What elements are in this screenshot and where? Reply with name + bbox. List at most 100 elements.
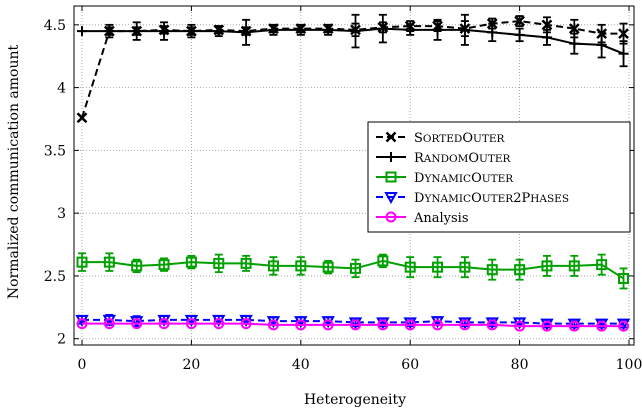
data-point [213, 26, 224, 37]
legend-label-cap: D [414, 191, 424, 206]
legend-label-cap: Analysis [413, 211, 469, 226]
legend-marker [385, 131, 397, 143]
data-point [568, 320, 580, 332]
series-line [82, 318, 624, 325]
data-point [459, 24, 470, 35]
data-point [350, 319, 361, 331]
data-point [405, 24, 416, 35]
legend-label-smallcaps: YNAMIC [423, 173, 471, 185]
marker-stroke [514, 15, 525, 27]
data-point [159, 26, 170, 37]
data-point [131, 26, 142, 37]
data-point [432, 319, 444, 331]
legend-entry: SORTEDOUTER [376, 131, 506, 146]
legend-box [367, 121, 631, 233]
legend-label-cap: R [414, 151, 425, 166]
data-point [618, 48, 629, 59]
data-point [485, 317, 499, 330]
data-point [76, 256, 88, 268]
legend-entry: RANDOMOUTER [376, 151, 512, 166]
data-point [295, 319, 307, 331]
data-point [618, 320, 630, 332]
x-tick-label: 40 [292, 357, 310, 373]
legend-label: DYNAMICOUTER2PHASES [414, 191, 569, 206]
data-point [514, 15, 525, 27]
marker-stroke [568, 23, 580, 34]
data-point [377, 319, 389, 331]
data-point [158, 318, 170, 330]
data-point [213, 318, 225, 330]
data-point [103, 256, 115, 268]
legend-entry: DYNAMICOUTER2PHASES [376, 191, 569, 206]
marker-stroke [385, 131, 397, 143]
y-tick-label: 4.5 [44, 18, 66, 34]
legend-label-smallcaps: UTER [473, 133, 506, 145]
marker-stroke [618, 28, 629, 40]
legend-label-smallcaps: YNAMIC [423, 193, 471, 205]
data-point [618, 272, 630, 284]
plot-frame [73, 5, 635, 346]
legend-label-cap: O [471, 171, 482, 186]
data-point [541, 32, 552, 43]
data-point [540, 318, 554, 331]
legend-marker [385, 171, 397, 183]
data-point [267, 260, 279, 272]
data-point [185, 256, 197, 268]
x-tick-label: 20 [182, 357, 200, 373]
series-RandomOuter [77, 13, 629, 68]
data-point [514, 320, 526, 332]
data-point [596, 39, 607, 50]
data-point [568, 260, 580, 272]
data-point [131, 260, 143, 272]
data-point [213, 257, 225, 269]
data-point [104, 26, 115, 37]
legend-label-cap: O [471, 191, 482, 206]
legend-marker [386, 152, 396, 162]
data-point [295, 260, 307, 272]
data-point [348, 317, 363, 330]
data-point [377, 255, 389, 267]
data-point [322, 261, 334, 273]
data-point [567, 318, 581, 331]
marker-stroke [541, 19, 553, 31]
data-point [240, 257, 252, 269]
y-tick-label: 2.5 [44, 269, 66, 285]
series-DynamicOuter [76, 252, 630, 290]
legend-label: SORTEDOUTER [414, 131, 506, 146]
data-point [432, 261, 444, 273]
x-tick-label: 0 [78, 357, 87, 373]
data-point [323, 24, 334, 35]
data-point [186, 26, 197, 37]
data-point [486, 264, 498, 276]
legend-label-smallcaps: ORTED [423, 133, 462, 145]
data-point [185, 318, 197, 330]
series-group [75, 13, 631, 332]
data-point [616, 318, 631, 331]
axes: 0 20 40 60 80 100 2 2.5 3 3.5 4 4.5 [44, 5, 642, 373]
data-point [350, 26, 361, 37]
legend-marker [384, 192, 398, 205]
data-point [432, 24, 443, 35]
data-point [404, 261, 416, 273]
y-tick-label: 2 [57, 332, 66, 348]
legend-label-smallcaps: HASES [530, 193, 569, 205]
data-point [130, 316, 144, 329]
x-axis-label: Heterogeneity [304, 392, 406, 408]
y-axis-label: Normalized communication amount [6, 45, 22, 300]
y-tick-label: 3 [57, 206, 66, 222]
data-point [514, 29, 525, 40]
data-point [76, 318, 88, 330]
data-point [596, 320, 608, 332]
data-point [458, 317, 472, 330]
data-point [486, 319, 498, 331]
legend-label-smallcaps: UTER [482, 173, 515, 185]
legend-marker [385, 211, 397, 223]
legend-label-cap: O [462, 131, 473, 146]
data-point [76, 112, 88, 124]
legend-label: Analysis [413, 211, 469, 226]
legend-label-cap: S [414, 131, 423, 146]
legend-label-smallcaps: ANDOM [423, 153, 469, 165]
x-tick-label: 60 [401, 357, 419, 373]
legend-label-cap: 2P [513, 191, 530, 206]
